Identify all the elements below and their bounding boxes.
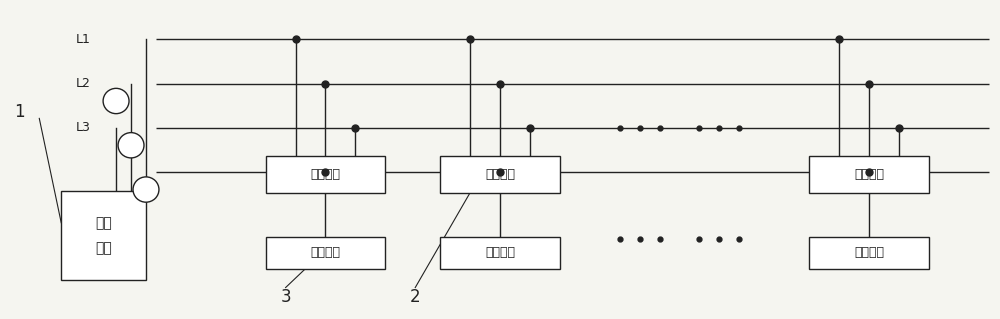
Ellipse shape (133, 177, 159, 202)
Ellipse shape (118, 133, 144, 158)
Bar (440, 237, 560, 269)
Text: 3: 3 (280, 288, 291, 306)
Bar (440, 156, 560, 193)
Text: 调节开关: 调节开关 (485, 168, 515, 181)
Bar (61, 191, 146, 280)
Bar (809, 156, 929, 193)
Ellipse shape (103, 88, 129, 114)
Bar (266, 237, 385, 269)
Bar (809, 237, 929, 269)
Text: L1: L1 (76, 33, 91, 46)
Text: 调节开关: 调节开关 (854, 168, 884, 181)
Text: 调节开关: 调节开关 (310, 168, 340, 181)
Text: 1: 1 (14, 103, 25, 121)
Text: 单相负荷: 单相负荷 (485, 246, 515, 259)
Text: 控制: 控制 (95, 216, 112, 230)
Bar (266, 156, 385, 193)
Text: 终端: 终端 (95, 241, 112, 255)
Text: L2: L2 (76, 77, 91, 90)
Text: 单相负荷: 单相负荷 (310, 246, 340, 259)
Text: L3: L3 (76, 121, 91, 134)
Text: 单相负荷: 单相负荷 (854, 246, 884, 259)
Text: 2: 2 (410, 288, 421, 306)
